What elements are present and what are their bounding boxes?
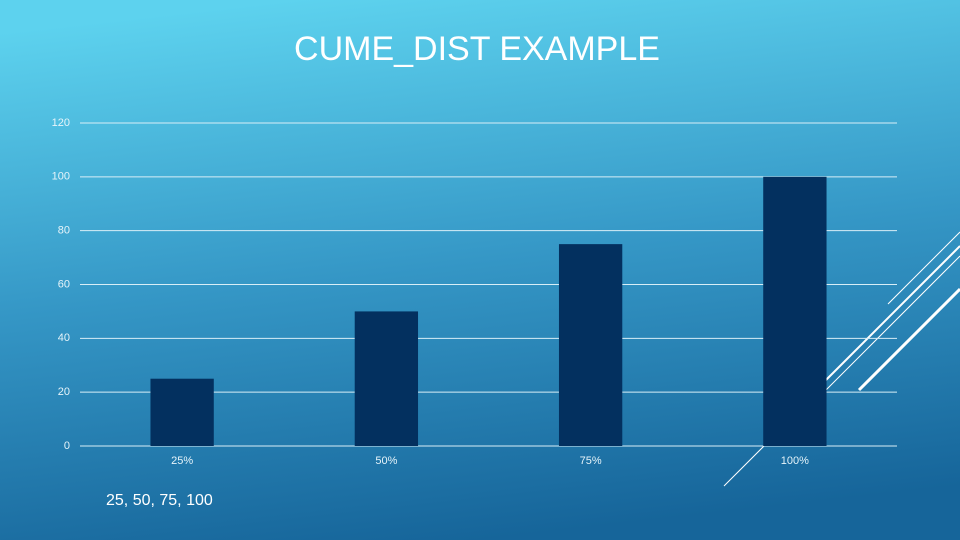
x-tick-label: 50%: [375, 455, 397, 467]
bar: [558, 244, 623, 446]
y-tick-label: 60: [58, 278, 70, 290]
bar: [150, 378, 214, 446]
x-tick-label: 100%: [781, 455, 809, 467]
y-tick-label: 20: [58, 386, 70, 398]
chart-title: CUME_DIST EXAMPLE: [294, 30, 660, 68]
x-tick-label: 25%: [171, 455, 193, 467]
y-tick-label: 0: [64, 440, 70, 452]
decoration: [723, 231, 960, 487]
bar: [354, 311, 419, 446]
y-tick-label: 40: [58, 332, 70, 344]
y-tick-label: 120: [52, 117, 70, 129]
y-tick-label: 80: [58, 225, 70, 237]
bar: [763, 176, 827, 447]
y-tick-label: 100: [52, 171, 70, 183]
x-tick-label: 75%: [580, 455, 602, 467]
caption: 25, 50, 75, 100: [106, 492, 213, 509]
